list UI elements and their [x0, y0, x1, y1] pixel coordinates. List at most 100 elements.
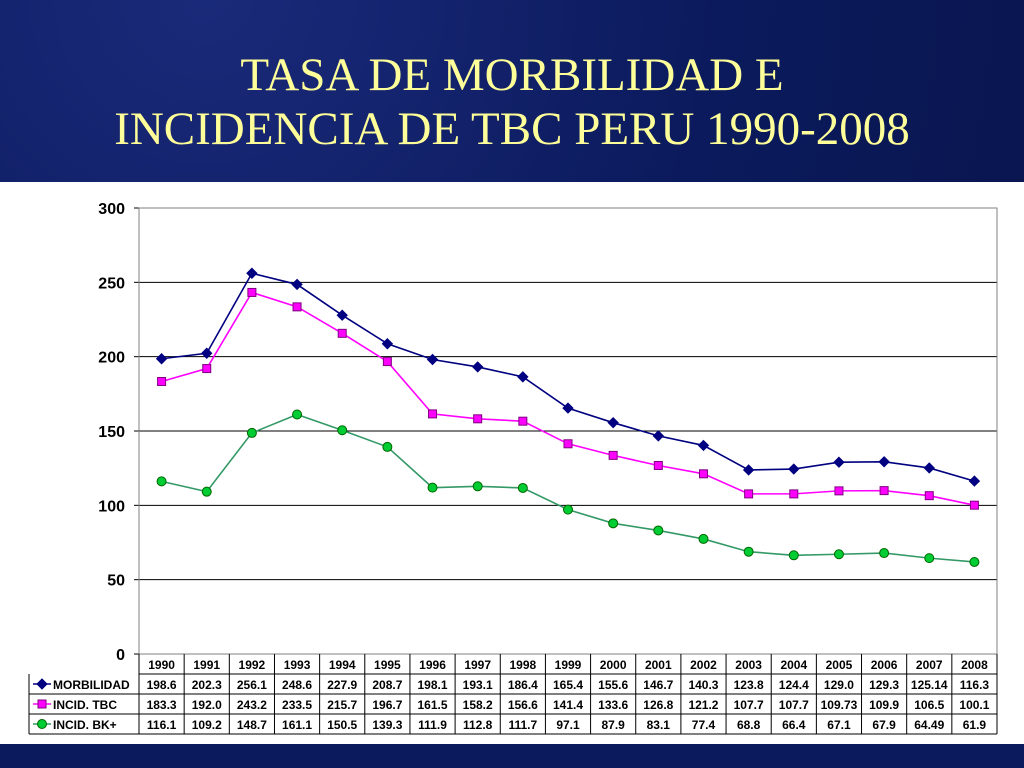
series-line [161, 291, 975, 506]
data-label: 77.4 [692, 718, 716, 732]
data-label: 112.8 [463, 718, 493, 732]
data-point [202, 364, 212, 374]
data-label: 107.7 [734, 698, 764, 712]
data-point [157, 376, 167, 386]
legend-label: MORBILIDAD [53, 678, 130, 692]
data-label: 133.6 [598, 698, 628, 712]
data-point [201, 347, 213, 359]
data-point [427, 482, 438, 493]
data-label: 161.5 [418, 698, 448, 712]
data-label: 150.5 [327, 718, 357, 732]
series-line [161, 413, 975, 563]
x-tick-label: 2002 [690, 658, 717, 672]
data-point [246, 267, 258, 279]
data-label: 126.8 [643, 698, 673, 712]
data-point [291, 278, 303, 291]
data-label: 146.7 [643, 678, 673, 692]
data-label: 256.1 [237, 678, 267, 692]
title-line-1: TASA DE MORBILIDAD E [240, 49, 784, 101]
data-label: 208.7 [372, 678, 402, 692]
data-point [744, 489, 754, 499]
data-point [337, 328, 347, 338]
data-label: 83.1 [647, 718, 671, 732]
data-point [382, 441, 393, 452]
legend-label: INCID. TBC [53, 698, 117, 712]
data-point [834, 486, 844, 496]
data-point [924, 491, 934, 501]
data-point [652, 430, 665, 442]
data-point [879, 486, 889, 496]
data-label: 67.9 [872, 718, 896, 732]
data-label: 198.1 [418, 678, 448, 692]
data-label: 139.3 [372, 718, 402, 732]
data-point [833, 456, 845, 468]
data-point [201, 486, 212, 497]
data-label: 87.9 [601, 718, 625, 732]
data-label: 125.14 [911, 678, 948, 692]
data-point [156, 476, 167, 487]
x-tick-label: 2008 [961, 658, 988, 672]
data-point [381, 338, 394, 350]
data-label: 158.2 [463, 698, 493, 712]
x-tick-label: 2005 [826, 658, 853, 672]
data-point [923, 462, 935, 474]
data-point [969, 556, 980, 567]
data-label: 193.1 [463, 678, 493, 692]
data-label: 64.49 [914, 718, 944, 732]
data-label: 109.2 [192, 718, 222, 732]
y-tick-label: 250 [98, 275, 125, 292]
data-label: 183.3 [147, 698, 177, 712]
data-point [563, 439, 573, 449]
data-point [247, 287, 257, 297]
data-point [607, 416, 619, 429]
data-label: 124.4 [779, 678, 809, 692]
line-chart: 0 50 100 150 200 250 300 1990 1991 1992 1993 1994 19… [28, 201, 998, 735]
data-point [878, 456, 890, 468]
data-label: 227.9 [327, 678, 357, 692]
x-tick-label: 1990 [148, 658, 175, 672]
title-line-2: INCIDENCIA DE TBC PERU 1990-2008 [114, 103, 910, 155]
data-point [743, 546, 754, 557]
data-label: 165.4 [553, 678, 583, 692]
x-tick-label: 1994 [329, 658, 356, 672]
y-tick-label: 0 [116, 647, 125, 664]
data-point [788, 550, 799, 561]
data-label: 111.9 [418, 718, 447, 732]
bottom-bar [0, 744, 1024, 768]
data-label: 161.1 [282, 718, 312, 732]
data-label: 141.4 [553, 698, 583, 712]
data-label: 233.5 [282, 698, 312, 712]
data-point [653, 460, 663, 470]
data-point [336, 309, 348, 321]
data-point [292, 302, 302, 312]
data-point [155, 353, 168, 365]
data-label: 186.4 [508, 678, 538, 692]
x-tick-label: 2001 [645, 658, 672, 672]
data-point [246, 427, 257, 438]
data-label: 155.6 [598, 678, 628, 692]
x-tick-label: 2003 [735, 658, 762, 672]
data-label: 192.0 [192, 698, 222, 712]
data-point [518, 416, 528, 426]
data-label: 243.2 [237, 698, 267, 712]
data-label: 116.1 [147, 718, 177, 732]
legend-marker [37, 699, 47, 709]
data-label: 100.1 [959, 698, 989, 712]
data-label: 109.9 [869, 698, 899, 712]
data-point [473, 414, 483, 424]
y-tick-label: 100 [98, 498, 125, 515]
data-point [471, 361, 484, 373]
x-tick-label: 1999 [555, 658, 582, 672]
x-tick-label: 2004 [780, 658, 807, 672]
data-label: 97.1 [556, 718, 580, 732]
data-point [292, 409, 303, 420]
x-tick-label: 1996 [419, 658, 446, 672]
y-tick-label: 200 [98, 350, 125, 367]
slide-title: TASA DE MORBILIDAD E INCIDENCIA DE TBC P… [0, 48, 1024, 156]
data-label: 148.7 [237, 718, 267, 732]
data-label: 129.3 [869, 678, 899, 692]
data-label: 66.4 [782, 718, 806, 732]
y-tick-label: 50 [107, 573, 125, 590]
data-point [562, 402, 574, 414]
x-tick-label: 2007 [916, 658, 943, 672]
